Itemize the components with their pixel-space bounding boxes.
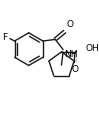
Text: O: O — [66, 20, 73, 29]
Text: O: O — [72, 65, 79, 74]
Text: NH: NH — [65, 50, 78, 59]
Text: OH: OH — [86, 44, 99, 53]
Text: F: F — [2, 33, 7, 42]
